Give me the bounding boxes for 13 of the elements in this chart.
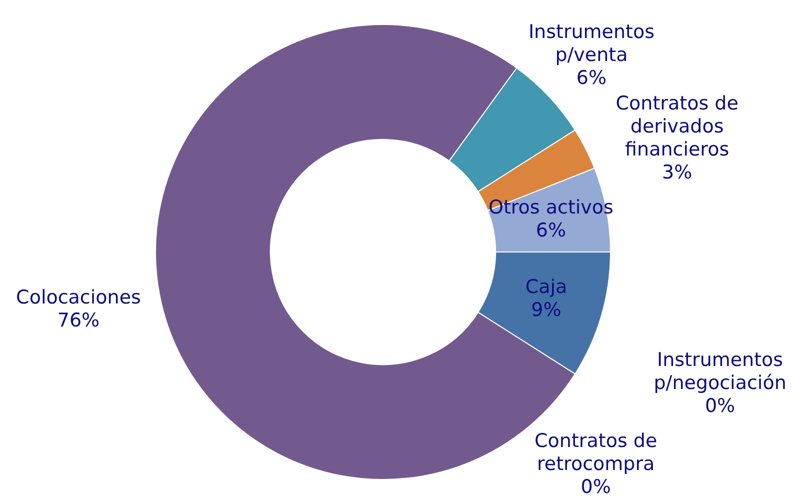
slice-label: Caja xyxy=(525,276,568,298)
data-label: 9% xyxy=(531,298,562,321)
data-label: 3% xyxy=(662,162,692,184)
slice-label: Colocaciones xyxy=(16,286,141,309)
slice-label: Instrumentos p/venta xyxy=(528,21,655,66)
data-label: 6% xyxy=(536,219,566,242)
category-label: Instrumentos p/negociación xyxy=(654,349,786,394)
text: 0% xyxy=(580,476,611,498)
slice-label: Contratos de derivados financieros xyxy=(616,92,738,161)
data-label: 76% xyxy=(57,310,100,332)
data-label: 6% xyxy=(576,67,607,90)
category-label: Contratos de retrocompra xyxy=(534,430,658,475)
text: 0% xyxy=(704,395,736,418)
